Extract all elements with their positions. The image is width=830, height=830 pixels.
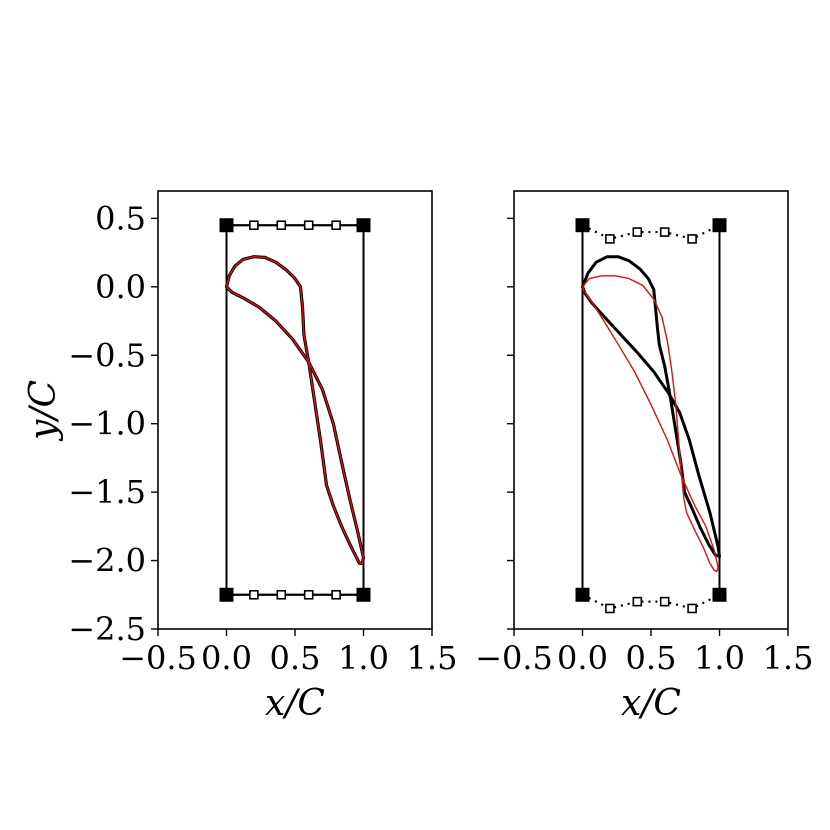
chart1-corner-point (219, 218, 234, 233)
chart2-xtick-label: 0.0 (557, 639, 608, 677)
chart1-corner-point (219, 587, 234, 602)
chart1-control-point (249, 220, 259, 231)
chart1-ytick-label: −0.5 (68, 336, 146, 374)
chart1-control-point (276, 589, 287, 600)
chart1-corner-point (356, 587, 371, 602)
chart2-control-point (632, 596, 643, 607)
chart1-ytick-label: −1.0 (68, 405, 146, 443)
chart2-control-point (659, 227, 670, 237)
chart1-xtick-label: 0.5 (270, 639, 321, 677)
chart2-series-1-curve (581, 255, 721, 558)
chart1-control-point (303, 220, 314, 231)
chart1-control-point (249, 589, 259, 600)
chart1-xlabel: x/C (265, 683, 325, 724)
chart2-series-2-curve (581, 275, 719, 573)
chart2-xtick-label: −0.5 (475, 639, 553, 677)
chart1-ytick-label: 0.5 (95, 199, 146, 237)
chart2-control-point (605, 603, 615, 614)
chart1-ytick-label: −2.5 (68, 610, 146, 648)
chart1-ylabel: y/C (23, 380, 64, 442)
chart1-xtick-label: 1.5 (407, 639, 458, 677)
chart1-control-point (331, 220, 341, 231)
chart2-bottom-control-line (582, 593, 720, 610)
chart1-corner-point (356, 218, 371, 233)
chart1-control-point (303, 589, 314, 600)
chart1-frame (157, 190, 433, 630)
chart1-xtick-label: −0.5 (119, 639, 197, 677)
chart2-control-point (659, 596, 670, 607)
chart2-corner-point (575, 587, 590, 602)
chart2-control-point (605, 234, 615, 244)
chart1-ytick-label: −1.5 (68, 473, 146, 511)
chart2-top-control-line (582, 224, 720, 241)
chart2-xlabel: x/C (621, 683, 681, 724)
chart1-control-point (276, 220, 287, 231)
chart1-ytick-label: −2.0 (68, 542, 146, 580)
chart1-xtick-label: 0.0 (201, 639, 252, 677)
chart2-xtick-label: 1.0 (694, 639, 745, 677)
chart1-control-point (331, 589, 341, 600)
chart1-series-2-curve (225, 256, 365, 564)
chart2-corner-point (712, 218, 727, 233)
chart2-frame (513, 190, 789, 630)
chart2-control-point (632, 227, 643, 237)
chart1-series-1-curve (224, 255, 366, 565)
chart2-xtick-label: 1.5 (763, 639, 814, 677)
chart2-control-point (687, 234, 697, 244)
chart1-ytick-label: 0.0 (95, 268, 146, 306)
chart1-xtick-label: 1.0 (338, 639, 389, 677)
chart2-control-point (687, 603, 697, 614)
chart2-xtick-label: 0.5 (626, 639, 677, 677)
chart2-corner-point (575, 218, 590, 233)
chart2-corner-point (712, 587, 727, 602)
